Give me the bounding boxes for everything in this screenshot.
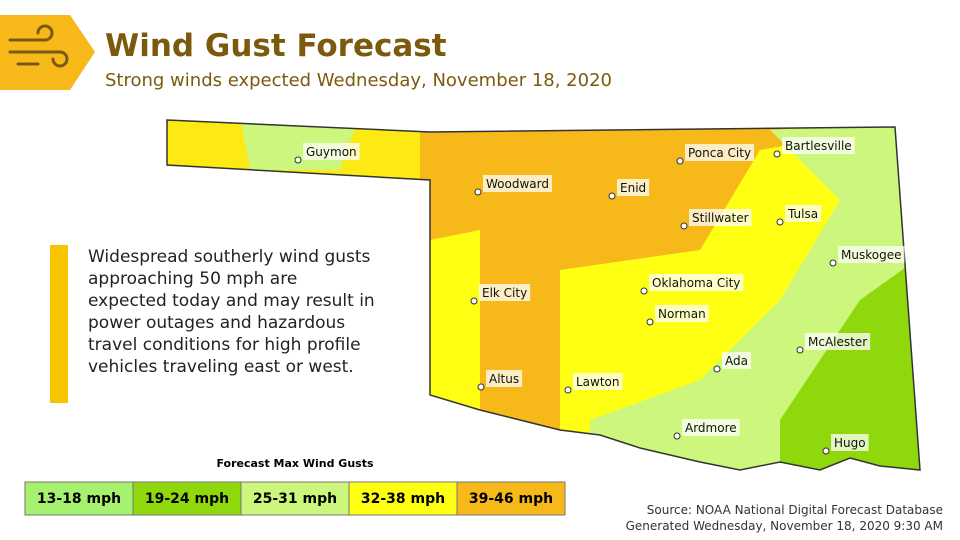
city-label-bg xyxy=(689,209,752,226)
state-border xyxy=(166,119,921,471)
legend-label: 32-38 mph xyxy=(361,491,445,507)
city-dot xyxy=(673,432,681,440)
source-line: Generated Wednesday, November 18, 2020 9… xyxy=(626,519,943,533)
city-label-bg xyxy=(722,352,751,369)
city-dot xyxy=(477,383,485,391)
city-label-bg xyxy=(303,143,360,160)
city-dot xyxy=(294,156,302,164)
title: Wind Gust Forecast xyxy=(105,28,447,64)
city-dot xyxy=(470,297,478,305)
city-marker: Bartlesville xyxy=(773,137,855,158)
city-dot xyxy=(822,447,830,455)
city-marker: Altus xyxy=(477,370,523,391)
city-label-bg xyxy=(805,333,871,350)
city-marker: Elk City xyxy=(470,284,531,305)
subtitle: Strong winds expected Wednesday, Novembe… xyxy=(105,70,612,91)
wind-icon xyxy=(8,24,69,68)
city-dot xyxy=(713,365,721,373)
city-label-bg xyxy=(655,305,709,322)
city-dot xyxy=(564,386,572,394)
city-label-bg xyxy=(486,370,523,387)
city-dot xyxy=(773,150,781,158)
description: Widespread southerly wind gusts approach… xyxy=(88,247,375,377)
city-marker: Enid xyxy=(608,179,650,200)
city-marker: Hugo xyxy=(822,434,869,455)
city-label-bg xyxy=(685,144,755,161)
accent-bar xyxy=(50,245,68,403)
city-label: Woodward xyxy=(486,177,549,191)
source-line: Source: NOAA National Digital Forecast D… xyxy=(647,503,943,517)
city-label: Muskogee xyxy=(841,248,901,262)
city-marker: Lawton xyxy=(564,373,623,394)
city-label: Altus xyxy=(489,372,519,386)
legend-label: 19-24 mph xyxy=(145,491,229,507)
city-label: Stillwater xyxy=(692,211,749,225)
city-label-bg xyxy=(573,373,623,390)
legend-swatch xyxy=(456,481,566,516)
city-label: Ada xyxy=(725,354,748,368)
legend-label: 39-46 mph xyxy=(469,491,553,507)
city-label-bg xyxy=(617,179,650,196)
city-label: Bartlesville xyxy=(785,139,852,153)
city-dot xyxy=(474,188,482,196)
city-label: Ardmore xyxy=(685,421,737,435)
city-label: Guymon xyxy=(306,145,357,159)
city-dot xyxy=(829,259,837,267)
city-label-bg xyxy=(479,284,531,301)
city-marker: Ponca City xyxy=(676,144,755,165)
legend-label: 13-18 mph xyxy=(37,491,121,507)
city-marker: Muskogee xyxy=(829,246,905,267)
city-dot xyxy=(608,192,616,200)
city-label-bg xyxy=(682,419,740,436)
city-marker: Woodward xyxy=(474,175,552,196)
city-label: Elk City xyxy=(482,286,527,300)
legend-swatch xyxy=(348,481,458,516)
legend-swatch xyxy=(24,481,134,516)
city-label-bg xyxy=(838,246,905,263)
city-dot xyxy=(646,318,654,326)
city-label: Ponca City xyxy=(688,146,751,160)
city-label: Tulsa xyxy=(787,207,818,221)
legend-label: 25-31 mph xyxy=(253,491,337,507)
city-marker: Norman xyxy=(646,305,709,326)
city-marker: McAlester xyxy=(796,333,871,354)
city-label: McAlester xyxy=(808,335,867,349)
city-dot xyxy=(680,222,688,230)
city-dot xyxy=(796,346,804,354)
city-marker: Ardmore xyxy=(673,419,740,440)
city-label-bg xyxy=(483,175,552,192)
city-marker: Tulsa xyxy=(776,205,822,226)
city-label: Hugo xyxy=(834,436,866,450)
city-label: Lawton xyxy=(576,375,620,389)
city-label-bg xyxy=(782,137,855,154)
city-marker: Oklahoma City xyxy=(640,274,744,295)
city-dot xyxy=(640,287,648,295)
city-dot xyxy=(676,157,684,165)
city-label-bg xyxy=(785,205,822,222)
city-label: Norman xyxy=(658,307,706,321)
city-label-bg xyxy=(831,434,869,451)
legend-title: Forecast Max Wind Gusts xyxy=(216,457,373,470)
city-dot xyxy=(776,218,784,226)
city-label: Oklahoma City xyxy=(652,276,740,290)
city-label-bg xyxy=(649,274,744,291)
city-marker: Guymon xyxy=(294,143,360,164)
city-marker: Stillwater xyxy=(680,209,752,230)
city-marker: Ada xyxy=(713,352,751,373)
city-label: Enid xyxy=(620,181,646,195)
